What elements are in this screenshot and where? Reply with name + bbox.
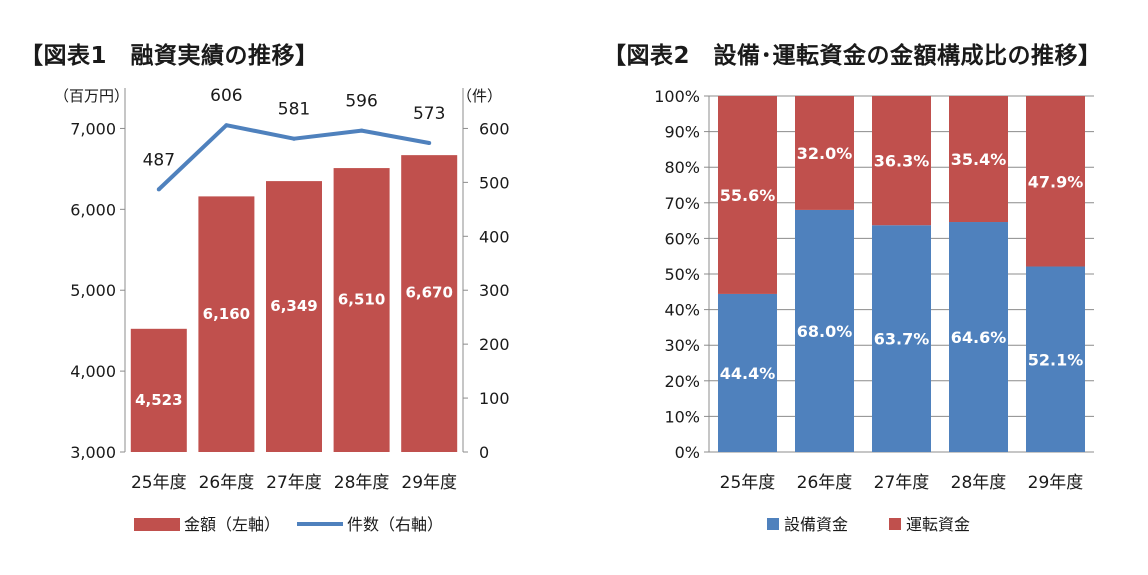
category-label: 27年度 <box>266 473 322 493</box>
equipment-bar <box>795 209 854 452</box>
working-bar-label: 32.0% <box>797 144 853 163</box>
working-bar <box>795 96 854 210</box>
y-tick-label: 70% <box>664 194 700 213</box>
right-tick-label: 0 <box>479 443 489 462</box>
legend-label-count: 件数（右軸） <box>347 515 443 534</box>
left-tick-label: 6,000 <box>70 200 116 219</box>
y-tick-label: 20% <box>664 372 700 391</box>
amount-bar-label: 6,510 <box>338 290 385 308</box>
chart1-financing-results: 3,000 4,000 5,000 6,000 7,000 0 100 200 300 400 50… <box>54 86 510 534</box>
y-tick-label: 80% <box>664 158 700 177</box>
working-bar-label: 36.3% <box>874 152 930 171</box>
left-tick-label: 5,000 <box>70 281 116 300</box>
amount-bar-label: 6,670 <box>405 284 452 302</box>
category-label: 25年度 <box>720 473 776 493</box>
right-tick-label: 100 <box>479 389 510 408</box>
working-bar <box>949 96 1008 223</box>
working-bar-label: 47.9% <box>1028 172 1084 191</box>
category-label: 29年度 <box>401 473 457 493</box>
working-bar <box>718 96 777 294</box>
working-bar <box>872 96 931 226</box>
equipment-bar-label: 44.4% <box>720 364 776 383</box>
count-point <box>156 187 161 192</box>
category-label: 27年度 <box>874 473 930 493</box>
count-label: 573 <box>413 104 445 124</box>
category-label: 28年度 <box>951 473 1007 493</box>
working-bar-label: 35.4% <box>951 150 1007 169</box>
legend-label-amount: 金額（左軸） <box>184 515 280 534</box>
y-tick-label: 60% <box>664 229 700 248</box>
chart2-title: 【図表2 設備･運転資金の金額構成比の推移】 <box>603 43 1102 69</box>
count-point <box>292 136 296 141</box>
y-tick-label: 0% <box>675 443 700 462</box>
category-label: 26年度 <box>199 473 255 493</box>
y-tick-label: 100% <box>654 87 700 106</box>
left-tick-label: 4,000 <box>70 362 116 381</box>
amount-bar <box>266 181 322 453</box>
amount-bar <box>401 155 458 453</box>
count-point <box>359 128 364 133</box>
y-tick-label: 40% <box>664 301 700 320</box>
y-tick-label: 50% <box>664 265 700 284</box>
count-label: 581 <box>278 100 310 120</box>
y-tick-label: 30% <box>664 336 700 355</box>
equipment-bar <box>949 222 1008 452</box>
right-tick-label: 300 <box>479 281 510 300</box>
left-tick-label: 3,000 <box>70 443 116 462</box>
left-axis-unit: （百万円） <box>54 87 129 105</box>
legend-swatch-amount <box>134 518 180 531</box>
working-bar <box>1026 96 1085 267</box>
legend-label-working: 運転資金 <box>906 515 970 534</box>
count-label: 606 <box>210 86 242 106</box>
right-tick-label: 600 <box>479 119 510 138</box>
right-axis-unit: （件） <box>457 87 502 105</box>
amount-bar-label: 4,523 <box>135 391 182 409</box>
category-label: 29年度 <box>1028 473 1084 493</box>
amount-bar <box>198 196 255 452</box>
amount-bar-label: 6,160 <box>203 305 250 323</box>
category-label: 26年度 <box>797 473 853 493</box>
equipment-bar-label: 64.6% <box>951 328 1007 347</box>
equipment-bar-label: 68.0% <box>797 322 853 341</box>
category-label: 25年度 <box>131 473 187 493</box>
amount-bar-label: 6,349 <box>270 297 317 315</box>
chart1-title: 【図表1 融資実績の推移】 <box>20 43 319 69</box>
count-point <box>224 123 229 128</box>
count-point <box>427 141 432 146</box>
legend-label-equipment: 設備資金 <box>784 515 848 534</box>
amount-bar <box>333 168 390 452</box>
equipment-bar <box>718 293 777 452</box>
y-tick-label: 10% <box>664 407 700 426</box>
right-tick-label: 500 <box>479 173 510 192</box>
count-label: 487 <box>143 150 175 170</box>
right-tick-label: 200 <box>479 335 510 354</box>
equipment-bar <box>872 225 931 452</box>
left-tick-label: 7,000 <box>70 119 116 138</box>
y-tick-label: 90% <box>664 123 700 142</box>
equipment-bar-label: 63.7% <box>874 330 930 349</box>
category-label: 28年度 <box>334 473 390 493</box>
equipment-bar <box>1026 266 1085 452</box>
equipment-bar-label: 52.1% <box>1028 350 1084 369</box>
count-label: 596 <box>345 92 377 112</box>
legend-swatch-equipment <box>767 518 779 530</box>
right-tick-label: 400 <box>479 227 510 246</box>
working-bar-label: 55.6% <box>720 186 776 205</box>
amount-bar <box>130 328 187 452</box>
legend-swatch-working <box>889 518 901 530</box>
